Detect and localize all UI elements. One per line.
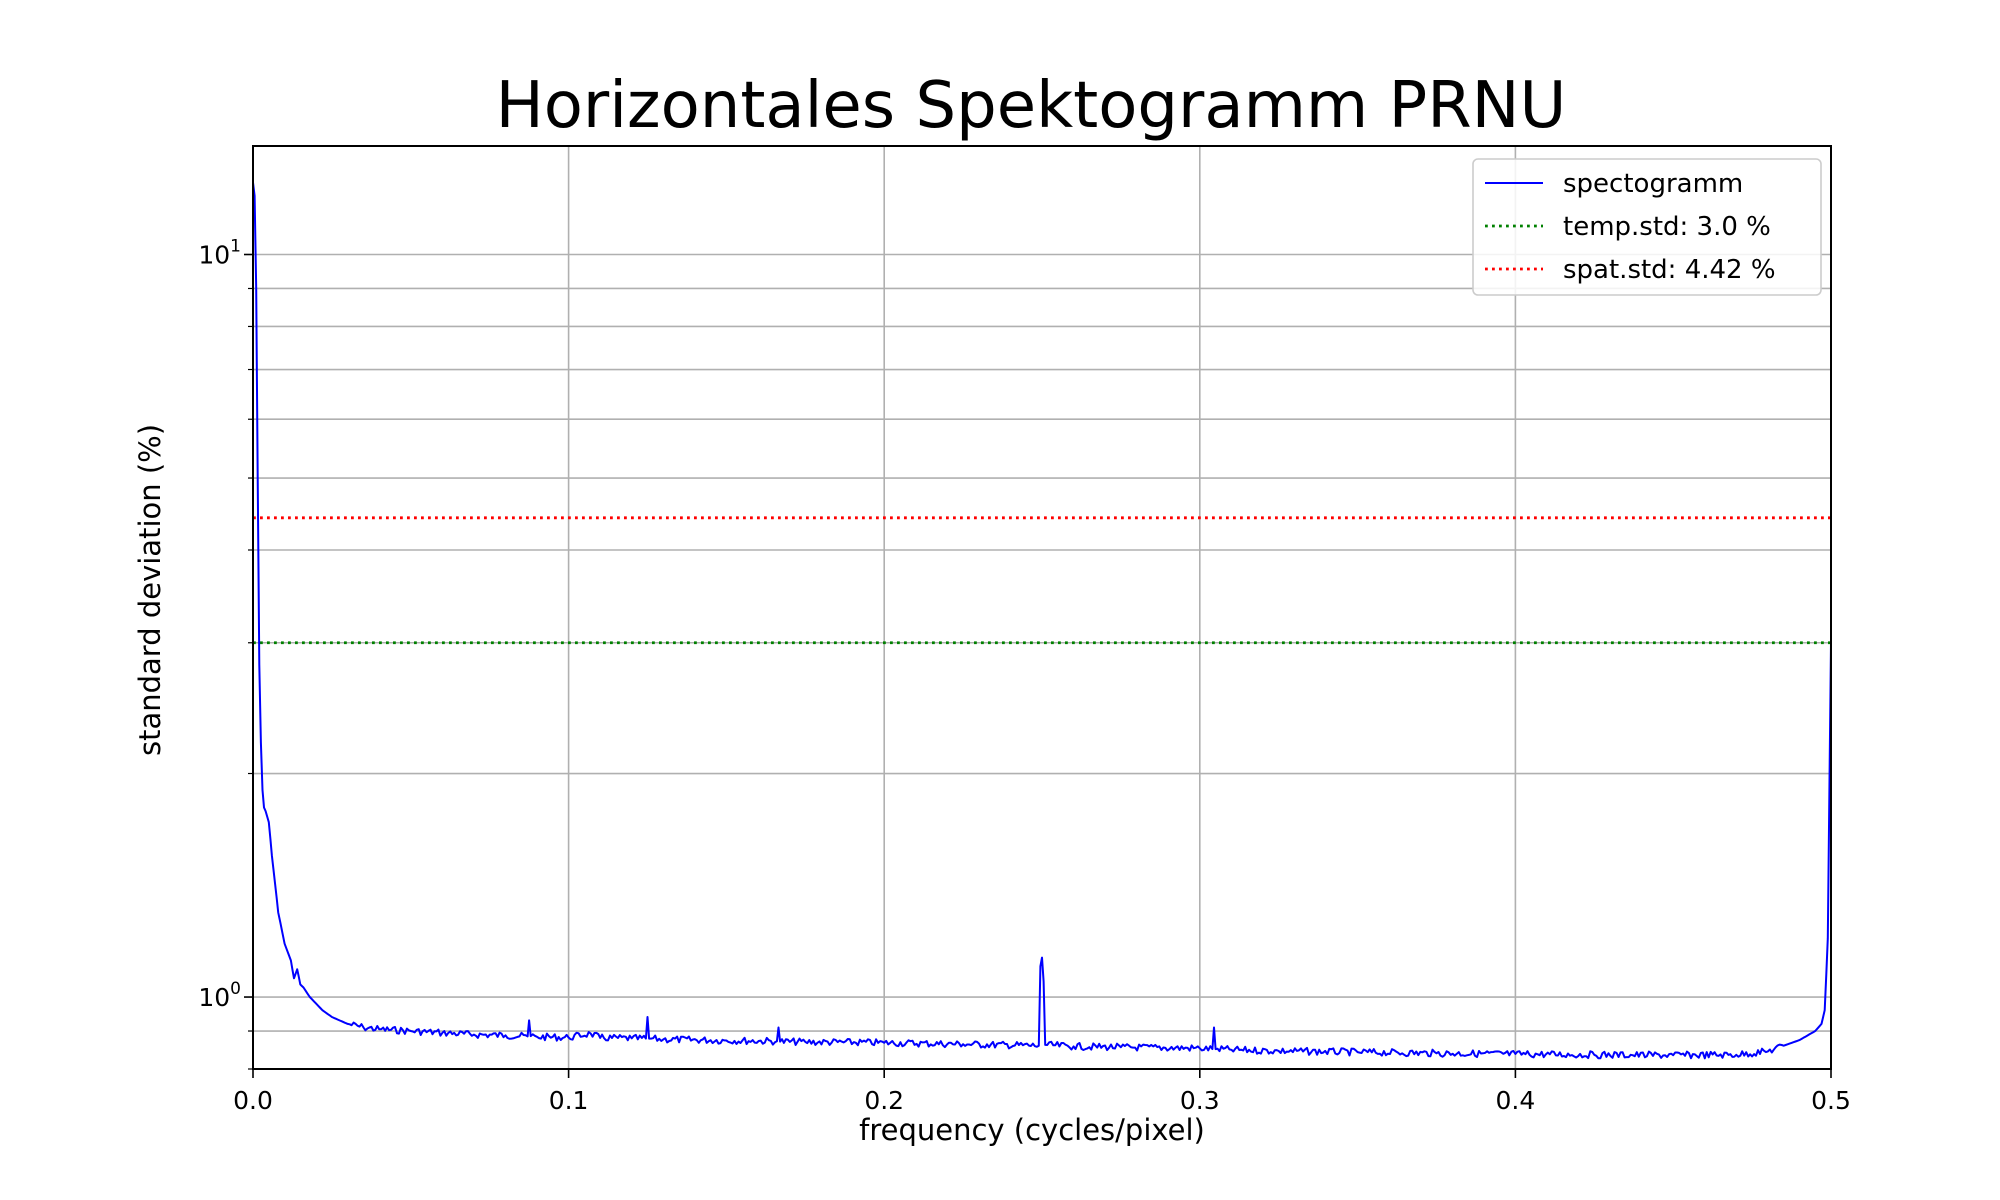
x-tick-label: 0.1 — [549, 1086, 589, 1115]
legend-label-1: temp.std: 3.0 % — [1563, 212, 1771, 242]
x-tick-label: 0.5 — [1811, 1086, 1851, 1115]
grid — [253, 146, 1831, 1070]
y-tick-base: 10 — [198, 241, 230, 270]
y-tick-exponent: 0 — [230, 979, 241, 999]
series-line-0 — [252, 182, 1832, 1060]
legend-box — [1472, 158, 1822, 296]
legend-label-0: spectogramm — [1563, 169, 1743, 199]
series-layer — [252, 182, 1832, 1060]
legend: spectogramm temp.std: 3.0 % spat.std: 4.42… — [1472, 158, 1822, 296]
y-tick-base: 10 — [198, 983, 230, 1012]
legend-label-2: spat.std: 4.42 % — [1563, 255, 1776, 285]
chart-title: Horizontales Spektogramm PRNU — [496, 69, 1567, 143]
x-tick-label: 0.3 — [1180, 1086, 1220, 1115]
y-tick-exponent: 1 — [230, 237, 241, 257]
x-tick-label: 0.2 — [864, 1086, 904, 1115]
x-axis: 0.0 0.1 0.2 0.3 0.4 0.5 — [233, 1069, 1851, 1115]
y-axis-label: standard deviation (%) — [133, 424, 167, 756]
x-tick-label: 0.0 — [233, 1086, 273, 1115]
x-axis-label: frequency (cycles/pixel) — [859, 1113, 1205, 1147]
y-tick-label: 101 — [198, 237, 241, 270]
y-tick-label: 100 — [198, 979, 241, 1012]
x-tick-label: 0.4 — [1496, 1086, 1536, 1115]
plot-frame — [252, 145, 1832, 1070]
reference-lines — [253, 516, 1831, 645]
